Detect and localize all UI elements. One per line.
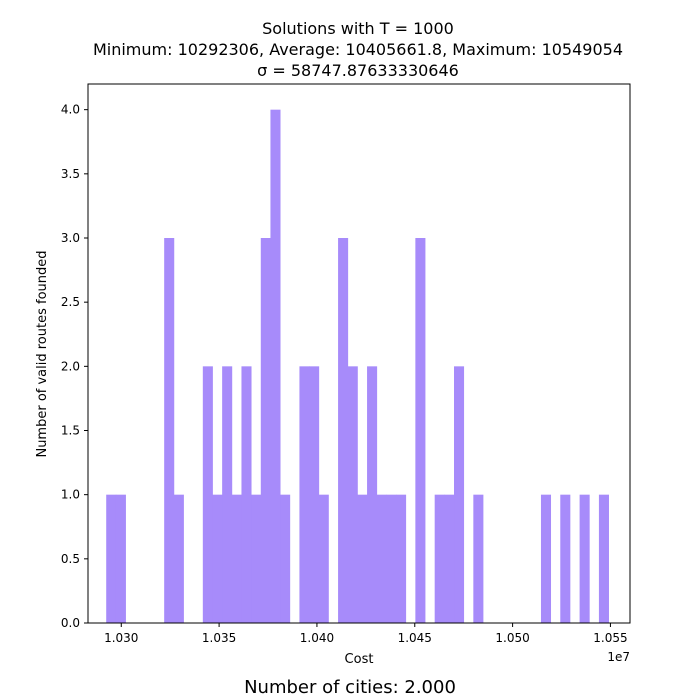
x-tick-label: 1.035: [202, 631, 236, 645]
histogram-bar: [164, 238, 175, 623]
chart-title-line-2: Minimum: 10292306, Average: 10405661.8, …: [93, 40, 623, 59]
plot-area-frame: [87, 83, 631, 624]
y-tick-label: 1.0: [61, 488, 80, 502]
histogram-bar: [434, 494, 445, 623]
y-tick-label: 3.0: [61, 231, 80, 245]
histogram-bar: [347, 366, 358, 623]
chart-title-line-1: Solutions with T = 1000: [262, 19, 454, 38]
histogram-bar: [396, 494, 407, 623]
x-tick-label: 1.050: [495, 631, 529, 645]
histogram-bar: [270, 109, 281, 623]
histogram-bar: [318, 494, 329, 623]
y-tick-label: 2.0: [61, 359, 80, 373]
histogram-bar: [540, 494, 552, 623]
histogram-bar: [222, 366, 233, 623]
footer-caption: Number of cities: 2.000: [244, 677, 456, 698]
histogram-bar: [454, 366, 465, 623]
x-axis-label: Cost: [345, 652, 374, 667]
y-tick-label: 0.0: [61, 616, 80, 630]
histogram-bar: [173, 494, 184, 623]
histogram-bar: [444, 494, 455, 623]
histogram-bar: [280, 494, 291, 623]
histogram-bar: [415, 238, 426, 623]
histogram-bar: [376, 494, 387, 623]
histogram-bar: [115, 494, 126, 623]
y-tick-label: 0.5: [61, 552, 80, 566]
chart-title: Solutions with T = 1000 Minimum: 1029230…: [93, 19, 623, 80]
histogram-bar: [251, 494, 262, 623]
y-tick-label: 2.5: [61, 295, 80, 309]
histogram-bar: [579, 494, 590, 623]
x-tick-label: 1.030: [104, 631, 138, 645]
x-axis-ticks: 1.030 1.035 1.040 1.045 1.050 1.055: [104, 623, 628, 645]
histogram-bar: [212, 494, 223, 623]
y-axis-label: Number of valid routes founded: [35, 250, 50, 457]
histogram-bar: [241, 366, 252, 623]
x-tick-label: 1.040: [300, 631, 334, 645]
x-tick-label: 1.045: [398, 631, 432, 645]
y-tick-label: 3.5: [61, 167, 80, 181]
histogram-bar: [473, 494, 484, 623]
histogram-bar: [231, 494, 242, 623]
y-tick-label: 1.5: [61, 424, 80, 438]
histogram-bar: [299, 366, 310, 623]
histogram-bar: [560, 494, 571, 623]
y-tick-label: 4.0: [61, 103, 80, 117]
y-axis-ticks: 0.0 0.5 1.0 1.5 2.0 2.5 3.0 3.5 4.0: [61, 103, 88, 630]
histogram-bar: [338, 238, 349, 623]
histogram-bar: [367, 366, 378, 623]
histogram-bar: [309, 366, 320, 623]
histogram-bar: [202, 366, 213, 623]
x-tick-label: 1.055: [593, 631, 627, 645]
x-axis-offset-label: 1e7: [607, 650, 630, 664]
chart-title-line-3: σ = 58747.87633330646: [257, 61, 459, 80]
histogram-bars: [106, 109, 609, 623]
histogram-bar: [357, 494, 368, 623]
histogram-bar: [260, 238, 271, 623]
histogram-bar: [106, 494, 117, 623]
histogram-bar: [386, 494, 397, 623]
histogram-bar: [598, 494, 609, 623]
